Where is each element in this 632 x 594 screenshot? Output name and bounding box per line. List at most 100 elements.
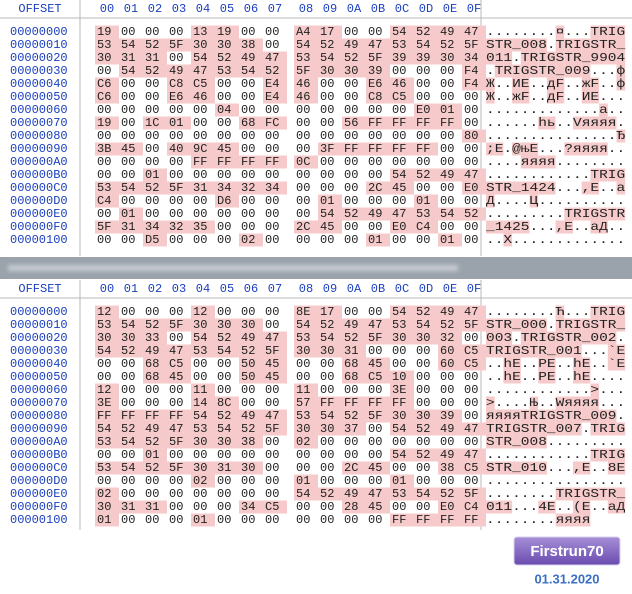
byte: 53: [97, 318, 111, 332]
ascii-highlight: [590, 168, 600, 182]
byte: 53: [392, 318, 406, 332]
blurred-bar: [0, 257, 632, 279]
ascii-highlight: [486, 318, 495, 332]
byte: 00: [145, 487, 159, 501]
byte: 00: [193, 168, 207, 182]
byte: 54: [440, 207, 454, 221]
byte: 00: [392, 103, 406, 117]
column-header: 0B: [371, 2, 385, 16]
byte: 00: [368, 103, 382, 117]
byte: 5F: [169, 435, 183, 449]
byte: C4: [97, 194, 111, 208]
byte: 00: [241, 383, 255, 397]
ascii-highlight: [590, 305, 600, 319]
ascii-highlight: [607, 38, 617, 52]
byte: 01: [440, 103, 454, 117]
byte: 00: [265, 142, 279, 156]
byte: 00: [392, 500, 406, 514]
ascii-highlight: [538, 422, 547, 436]
byte: E0: [464, 181, 478, 195]
byte: 30: [416, 409, 430, 423]
ascii-highlight: [616, 38, 626, 52]
column-header: 00: [100, 2, 114, 16]
byte-highlight: [294, 474, 318, 488]
ascii-row: ............TRIG: [486, 448, 625, 462]
byte-highlight: [191, 318, 215, 332]
byte: 00: [464, 383, 478, 397]
ascii-highlight: [616, 448, 626, 462]
byte-highlight: [366, 370, 390, 384]
byte-highlight: [191, 51, 215, 65]
ascii-highlight: [529, 435, 539, 449]
byte-highlight: [414, 116, 438, 130]
byte: FF: [416, 116, 430, 130]
ascii-highlight: [590, 409, 600, 423]
byte-highlight: [294, 51, 318, 65]
ascii-highlight: [494, 318, 504, 332]
byte: 52: [217, 51, 231, 65]
ascii-highlight: [529, 318, 539, 332]
byte: 00: [344, 383, 358, 397]
byte-highlight: [167, 90, 191, 104]
ascii-row: 011.TRIGSTR_9904: [486, 51, 625, 65]
byte-highlight: [294, 396, 318, 410]
byte: 30: [296, 422, 310, 436]
ascii-highlight: [616, 51, 626, 65]
byte: 52: [440, 487, 454, 501]
ascii-highlight: [512, 344, 521, 358]
byte-highlight: [119, 344, 143, 358]
byte: 45: [265, 357, 279, 371]
byte-highlight: [390, 90, 414, 104]
ascii-highlight: [494, 181, 504, 195]
byte-highlight: [95, 461, 119, 475]
byte: 52: [320, 487, 334, 501]
ascii-highlight: [573, 64, 582, 78]
byte: 54: [392, 305, 406, 319]
byte: 00: [392, 344, 406, 358]
byte-highlight: [191, 409, 215, 423]
byte: D5: [145, 233, 159, 247]
byte: 5F: [265, 422, 279, 436]
ascii-highlight: [616, 500, 626, 514]
byte: 52: [265, 64, 279, 78]
byte-highlight: [342, 461, 366, 475]
byte: 00: [97, 357, 111, 371]
byte: FF: [217, 155, 231, 169]
byte-highlight: [239, 318, 263, 332]
byte: 30: [320, 422, 334, 436]
byte-highlight: [239, 370, 263, 384]
byte: 00: [241, 90, 255, 104]
byte: 30: [193, 318, 207, 332]
byte-highlight: [342, 357, 366, 371]
ascii-highlight: [512, 461, 521, 475]
byte-highlight: [167, 38, 191, 52]
byte: 47: [464, 422, 478, 436]
column-header: 07: [268, 282, 282, 296]
byte-highlight: [390, 51, 414, 65]
ascii-highlight: [486, 500, 495, 514]
row-offset: 000000B0: [10, 168, 68, 182]
byte-highlight: [414, 207, 438, 221]
byte-highlight: [414, 38, 438, 52]
byte: 49: [241, 51, 255, 65]
row-offset: 000000F0: [10, 220, 68, 234]
byte-highlight: [414, 331, 438, 345]
byte: 49: [241, 409, 255, 423]
byte: 00: [416, 474, 430, 488]
ascii-highlight: [616, 422, 626, 436]
row-offset: 00000040: [10, 77, 68, 91]
byte-highlight: [438, 103, 462, 117]
byte: 00: [265, 207, 279, 221]
byte-highlight: [294, 25, 318, 39]
byte-highlight: [191, 142, 215, 156]
byte-highlight: [462, 64, 486, 78]
byte-highlight: [191, 422, 215, 436]
byte: 00: [440, 129, 454, 143]
ascii-highlight: [581, 142, 591, 156]
byte: 00: [169, 51, 183, 65]
ascii-highlight: [599, 220, 608, 234]
ascii-highlight: [486, 396, 495, 410]
byte: 00: [169, 513, 183, 527]
byte: 00: [241, 25, 255, 39]
byte: 30: [440, 51, 454, 65]
